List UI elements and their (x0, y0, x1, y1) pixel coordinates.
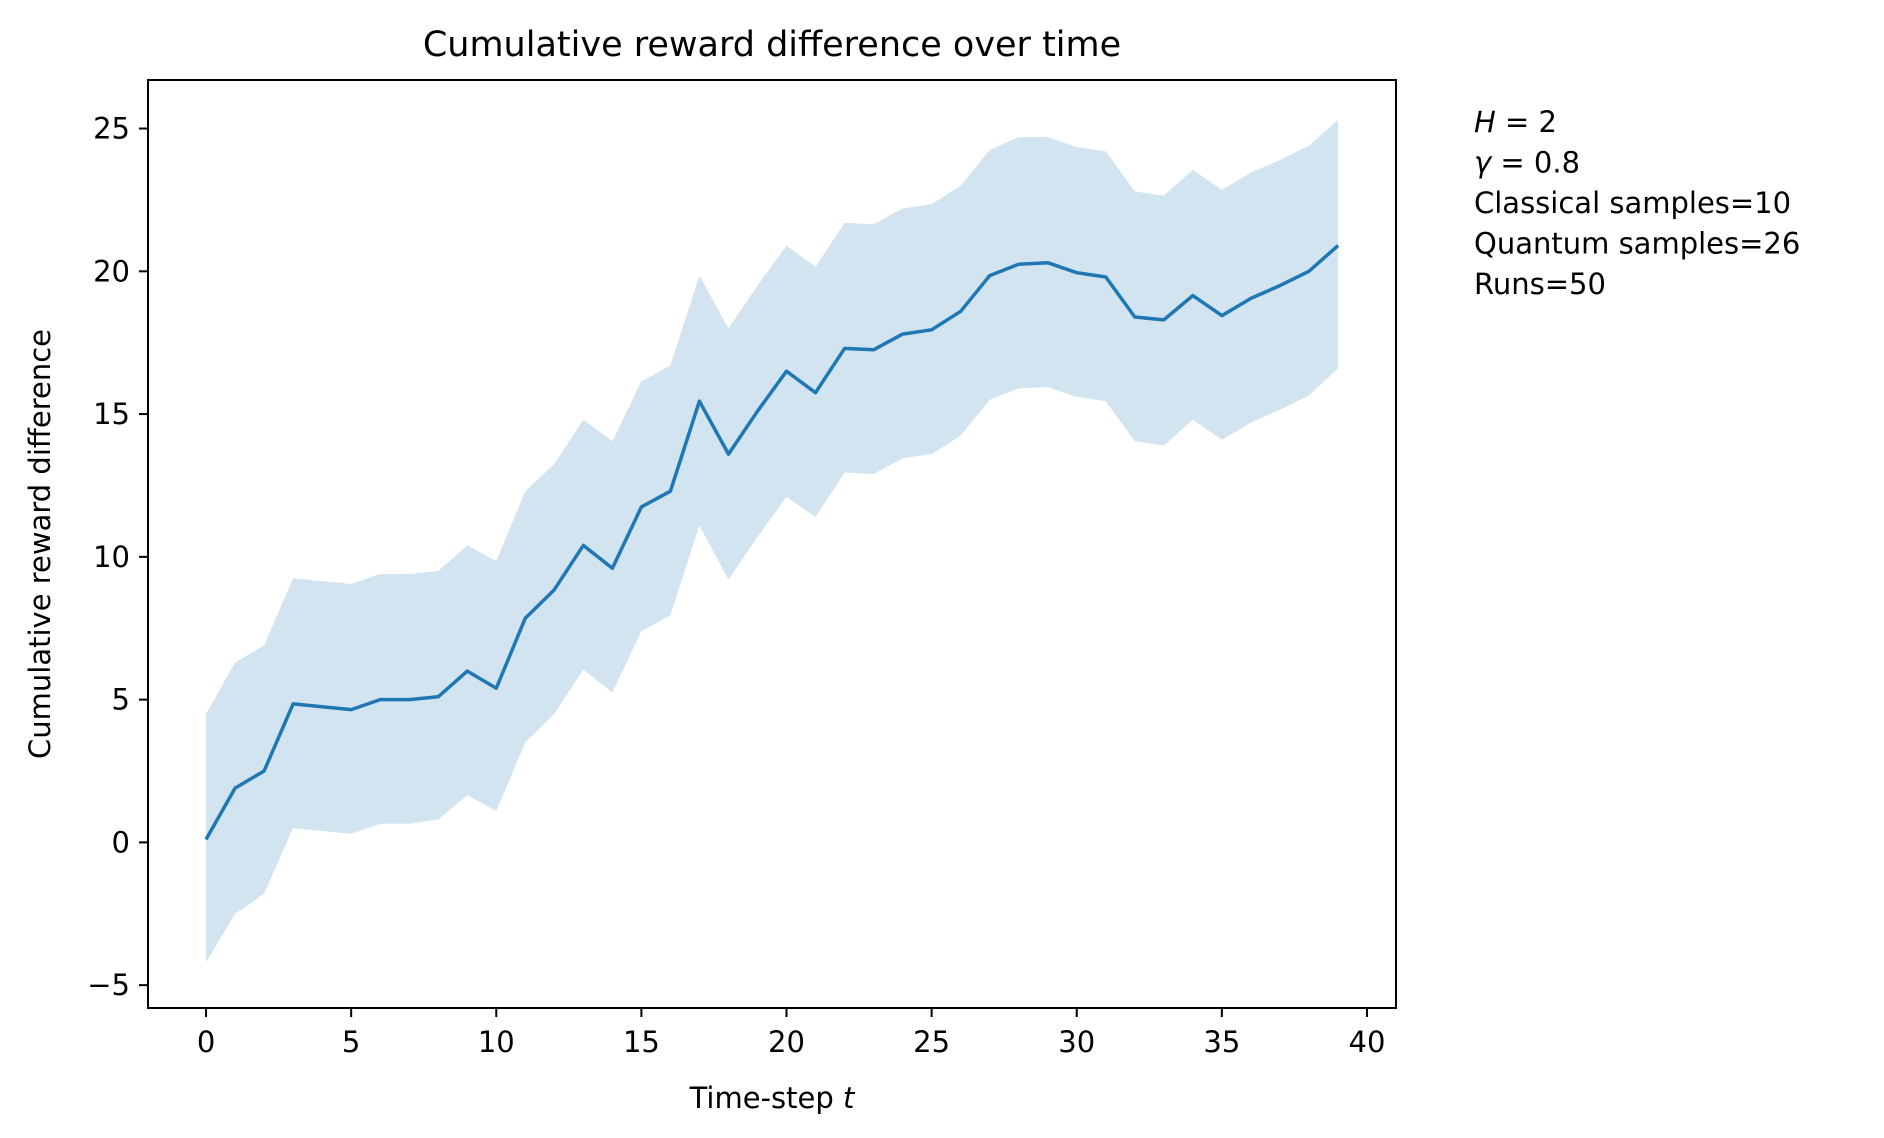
annotation-value: = 0.8 (1491, 146, 1580, 180)
confidence-band (206, 120, 1338, 963)
x-axis-label-var: t (843, 1081, 856, 1115)
annotation-value: Runs=50 (1474, 267, 1606, 301)
y-tick-label: 20 (93, 254, 130, 288)
y-axis-label: Cumulative reward difference (23, 329, 57, 759)
y-tick-label: 0 (112, 825, 130, 859)
x-tick-label: 20 (768, 1025, 805, 1059)
y-tick-label: 25 (93, 112, 130, 146)
y-tick-label: 15 (93, 397, 130, 431)
x-axis-label-text: Time-step (689, 1081, 843, 1115)
x-tick-label: 25 (913, 1025, 950, 1059)
x-tick-label: 35 (1203, 1025, 1240, 1059)
annotation-value: Quantum samples=26 (1474, 227, 1800, 261)
annotation-line: Classical samples=10 (1474, 186, 1791, 220)
x-tick-label: 15 (623, 1025, 660, 1059)
annotation-value: = 2 (1496, 105, 1557, 139)
axes-frame (147, 79, 1397, 1009)
plot-area (204, 120, 1340, 963)
annotation-var: γ (1474, 146, 1493, 180)
x-tick-label: 0 (197, 1025, 215, 1059)
y-axis-ticks: −5 0 5 10 15 20 25 (87, 112, 148, 1002)
x-tick-label: 10 (478, 1025, 515, 1059)
y-tick-label: −5 (87, 968, 130, 1002)
x-tick-label: 30 (1058, 1025, 1095, 1059)
annotation-line: Runs=50 (1474, 267, 1606, 301)
annotation-line: Quantum samples=26 (1474, 227, 1800, 261)
y-tick-label: 5 (112, 683, 130, 717)
chart-title: Cumulative reward difference over time (423, 25, 1121, 65)
annotation-var: H (1474, 105, 1496, 139)
annotation-line: H = 2 (1474, 105, 1557, 139)
x-axis-label: Time-step t (689, 1081, 856, 1115)
x-tick-label: 5 (342, 1025, 360, 1059)
mean-line (204, 244, 1340, 841)
x-axis-ticks: 0 5 10 15 20 25 30 35 40 (197, 1008, 1386, 1059)
x-tick-label: 40 (1349, 1025, 1386, 1059)
annotation-line: γ = 0.8 (1474, 146, 1580, 180)
annotation-value: Classical samples=10 (1474, 186, 1791, 220)
y-tick-label: 10 (93, 540, 130, 574)
